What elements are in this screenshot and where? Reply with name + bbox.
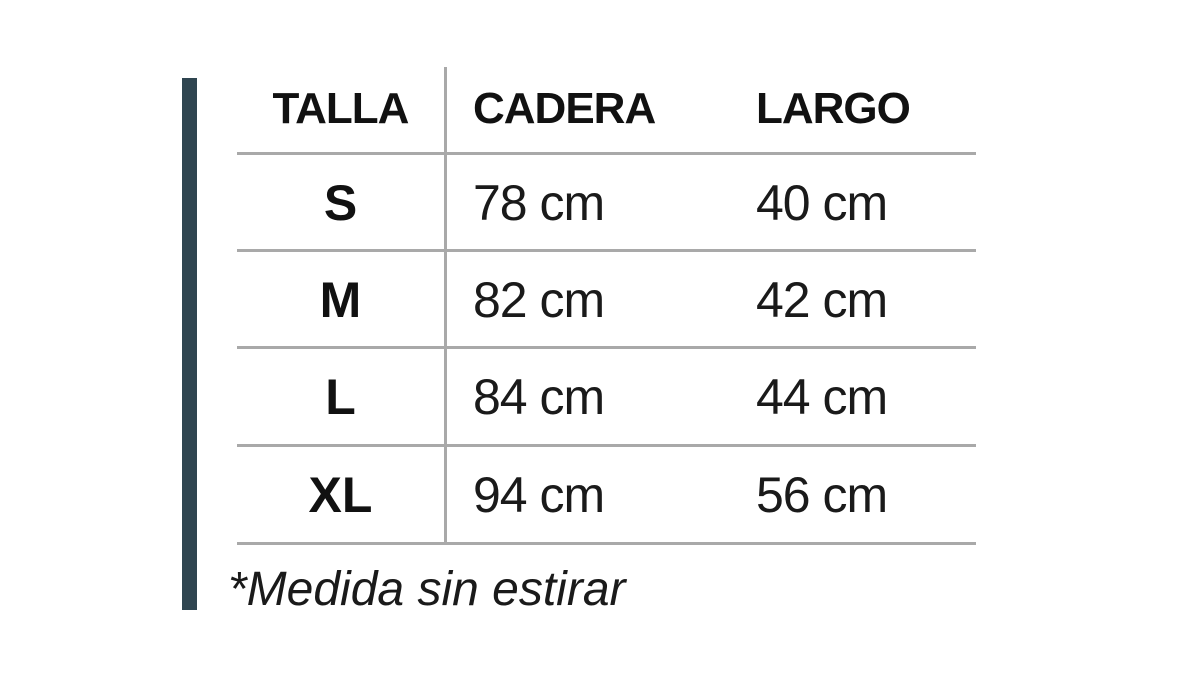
size-label: L [325,369,356,425]
size-label: XL [308,467,373,523]
accent-bar [182,78,197,610]
header-cadera: CADERA [473,84,656,133]
largo-value: 42 cm [756,272,888,328]
row-divider [237,444,976,447]
row-divider [237,542,976,545]
largo-value: 44 cm [756,369,888,425]
cadera-value: 82 cm [473,272,605,328]
cadera-value: 84 cm [473,369,605,425]
cadera-value: 94 cm [473,467,605,523]
footnote: *Medida sin estirar [228,563,626,616]
cadera-value: 78 cm [473,175,605,231]
row-divider [237,249,976,252]
size-label: M [319,272,362,328]
header-largo: LARGO [756,84,911,133]
column-divider [444,67,447,544]
largo-value: 56 cm [756,467,888,523]
largo-value: 40 cm [756,175,888,231]
row-divider [237,346,976,349]
size-label: S [323,175,358,231]
header-talla: TALLA [272,84,410,133]
row-divider [237,152,976,155]
